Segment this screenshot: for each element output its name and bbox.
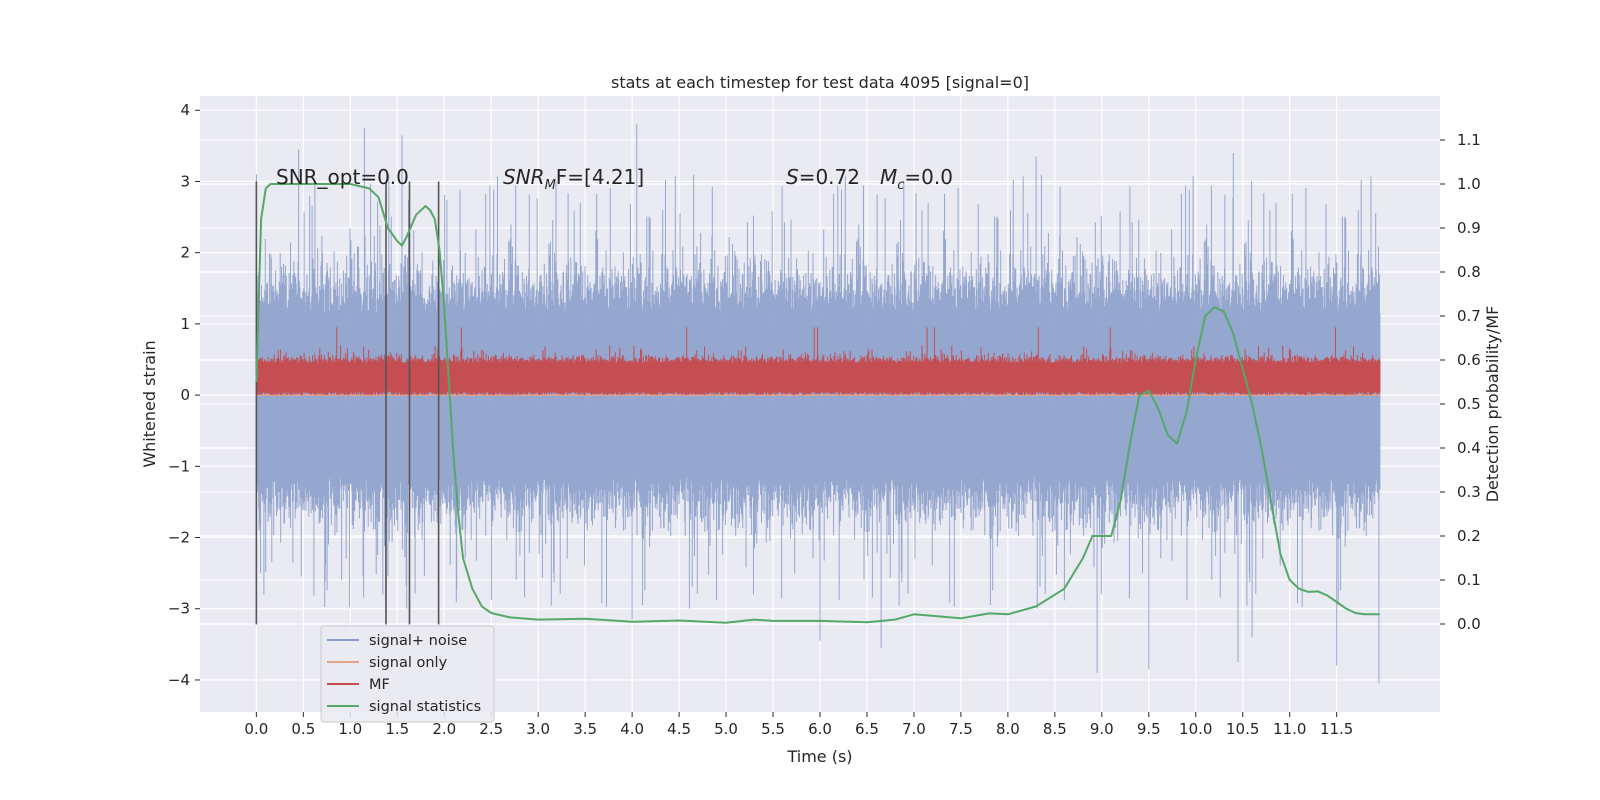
s-symbol: S <box>786 165 799 189</box>
signal-statistics-series <box>255 183 1380 624</box>
snr-mf-symbol: SNR <box>503 165 545 189</box>
x-tick-label: 1.0 <box>338 720 362 738</box>
y-tick-label-left: 3 <box>180 172 190 190</box>
y-tick-label-left: 0 <box>180 386 190 404</box>
annotation-snr-opt: SNR_opt=0.0 <box>276 165 409 189</box>
chart-title: stats at each timestep for test data 409… <box>611 73 1029 92</box>
legend-label-signal-statistics: signal statistics <box>369 699 481 715</box>
annotation-s: S=0.72 <box>786 165 860 189</box>
y-tick-label-left: 1 <box>180 315 190 333</box>
x-tick-label: 2.5 <box>479 720 503 738</box>
y-tick-label-right: 0.4 <box>1457 439 1481 457</box>
y-tick-label-left: −2 <box>168 529 190 547</box>
x-tick-label: 2.0 <box>432 720 456 738</box>
x-tick-label: 4.5 <box>667 720 691 738</box>
y-tick-label-right: 0.3 <box>1457 483 1481 501</box>
legend-label-signal-only: signal only <box>369 655 448 671</box>
x-tick-label: 6.0 <box>808 720 832 738</box>
x-tick-label: 7.5 <box>949 720 973 738</box>
y-tick-label-left: 2 <box>180 244 190 262</box>
y-tick-label-right: 0.5 <box>1457 395 1481 413</box>
legend: signal+ noise signal only MF signal stat… <box>320 625 495 723</box>
mc-symbol: M <box>880 165 897 189</box>
s-value: =0.72 <box>799 165 860 189</box>
y-axis-label-right: Detection probability/MF <box>1483 306 1502 503</box>
x-tick-label: 11.0 <box>1273 720 1306 738</box>
y-tick-label-right: 1.1 <box>1457 131 1481 149</box>
y-tick-label-right: 0.1 <box>1457 571 1481 589</box>
x-tick-label: 9.5 <box>1137 720 1161 738</box>
mc-subscript: c <box>897 178 904 193</box>
x-tick-label: 8.0 <box>996 720 1020 738</box>
x-tick-label: 10.5 <box>1226 720 1259 738</box>
signal-statistics-trace <box>255 183 1380 624</box>
x-tick-label: 1.5 <box>385 720 409 738</box>
x-tick-label: 10.0 <box>1179 720 1212 738</box>
annotation-snr-mf: SNRMF=[4.21] <box>503 165 644 193</box>
y-tick-label-left: −4 <box>168 671 190 689</box>
x-tick-label: 11.5 <box>1320 720 1353 738</box>
vertical-markers <box>255 181 440 625</box>
x-tick-label: 7.0 <box>902 720 926 738</box>
y-tick-label-right: 1.0 <box>1457 175 1481 193</box>
x-tick-label: 5.5 <box>761 720 785 738</box>
axis-ticks: 0.0 0.5 1.0 1.5 2.0 2.5 3.0 3.5 4.0 4.5 5.0 5.5 6.0 6… <box>168 101 1481 738</box>
x-tick-label: 6.5 <box>855 720 879 738</box>
x-tick-label: 0.0 <box>244 720 268 738</box>
mc-value: =0.0 <box>904 165 953 189</box>
x-tick-label: 0.5 <box>291 720 315 738</box>
y-tick-label-right: 0.9 <box>1457 219 1481 237</box>
x-tick-label: 3.5 <box>573 720 597 738</box>
x-tick-label: 8.5 <box>1043 720 1067 738</box>
legend-label-signal-noise: signal+ noise <box>369 633 467 649</box>
x-tick-label: 4.0 <box>620 720 644 738</box>
x-tick-label: 3.0 <box>526 720 550 738</box>
legend-label-mf: MF <box>369 677 390 693</box>
snr-mf-subscript: M <box>545 178 556 193</box>
y-tick-label-right: 0.0 <box>1457 615 1481 633</box>
y-tick-label-left: 4 <box>180 101 190 119</box>
x-tick-label: 5.0 <box>714 720 738 738</box>
snr-mf-value: F=[4.21] <box>556 165 644 189</box>
y-tick-label-right: 0.8 <box>1457 263 1481 281</box>
x-axis-label: Time (s) <box>786 747 852 766</box>
legend-box <box>320 625 495 723</box>
annotation-mc: Mc=0.0 <box>880 165 953 193</box>
y-tick-label-left: −3 <box>168 600 190 618</box>
x-tick-label: 9.0 <box>1090 720 1114 738</box>
y-axis-label-left: Whitened strain <box>140 340 159 467</box>
y-tick-label-right: 0.2 <box>1457 527 1481 545</box>
y-tick-label-right: 0.7 <box>1457 307 1481 325</box>
y-tick-label-left: −1 <box>168 457 190 475</box>
y-tick-label-right: 0.6 <box>1457 351 1481 369</box>
